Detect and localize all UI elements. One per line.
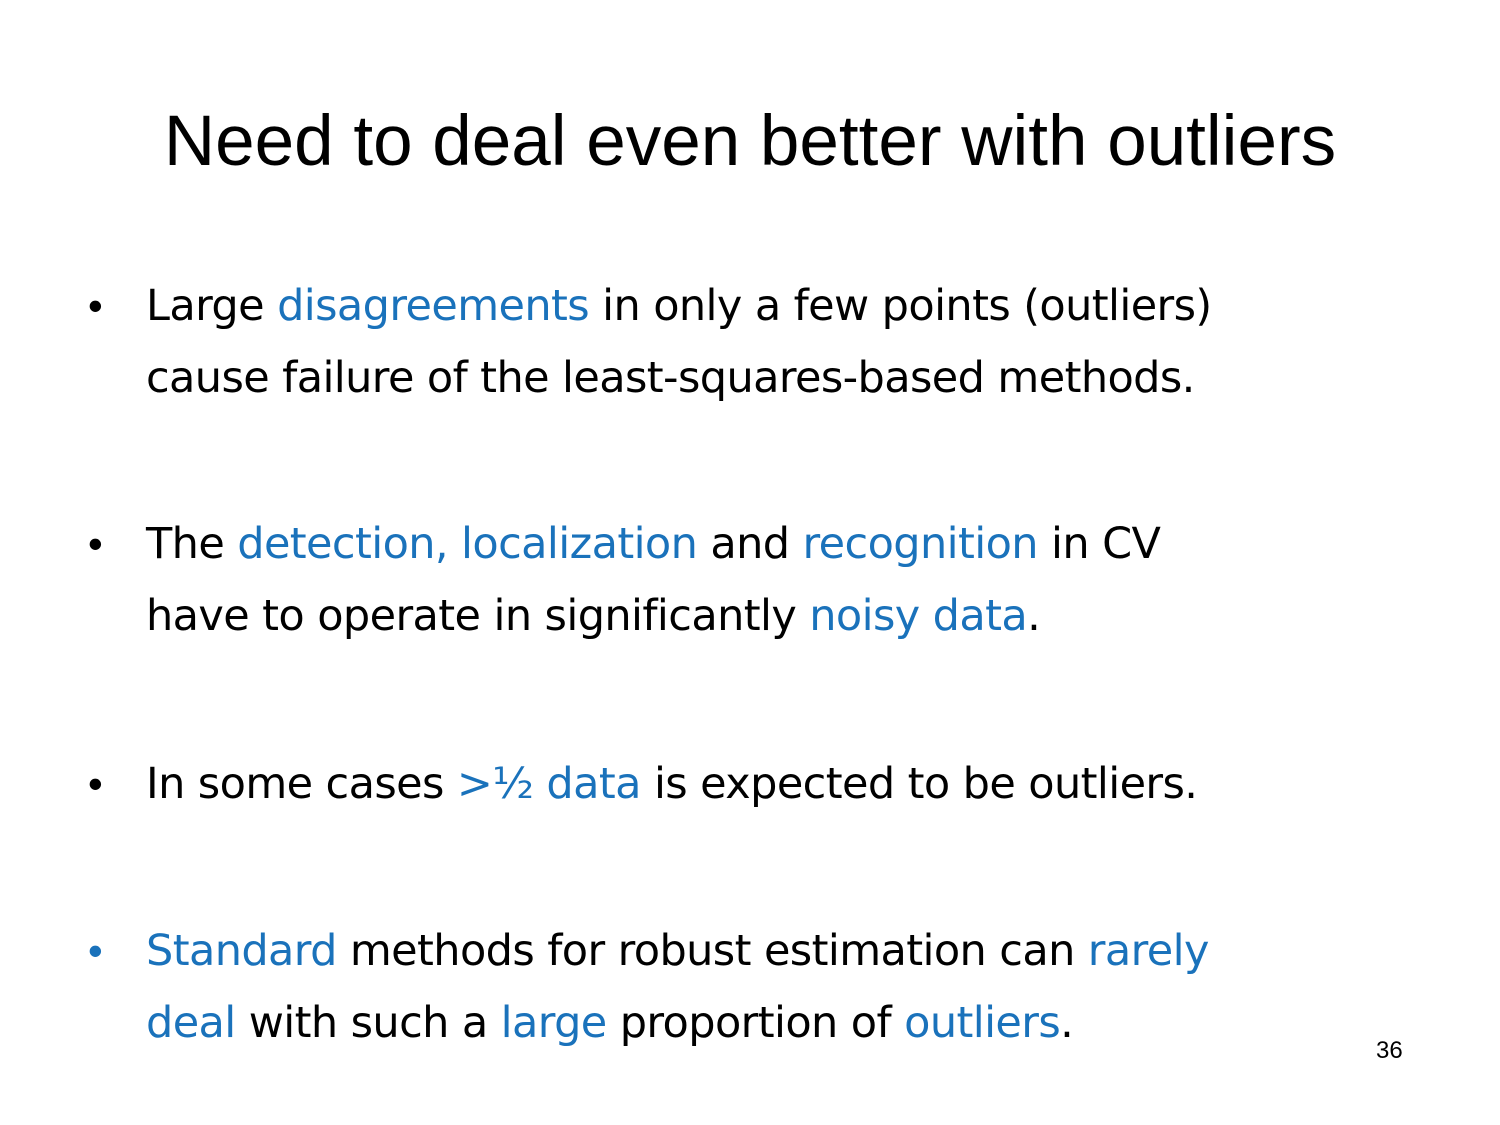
bullet-text: Large disagreements in only a few points…: [146, 270, 1376, 414]
highlight-text: detection, localization: [237, 519, 698, 569]
text-run: and: [697, 519, 803, 569]
highlight-text: recognition: [802, 519, 1039, 569]
text-run: .: [1060, 998, 1074, 1048]
bullet-marker: •: [88, 927, 103, 974]
bullet-line: The detection, localization and recognit…: [146, 508, 1376, 580]
highlight-text: >½ data: [456, 759, 642, 809]
highlight-text: disagreements: [277, 281, 590, 331]
text-run: with such a: [235, 998, 501, 1048]
highlight-text: deal: [146, 998, 236, 1048]
text-run: methods for robust estimation can: [336, 926, 1088, 976]
text-run: The: [146, 519, 238, 569]
highlight-text: rarely: [1087, 926, 1210, 976]
bullet-text: In some cases >½ data is expected to be …: [146, 748, 1376, 820]
bullet-line: have to operate in significantly noisy d…: [146, 580, 1376, 652]
bullet-line: Standard methods for robust estimation c…: [146, 915, 1376, 987]
bullet-line: In some cases >½ data is expected to be …: [146, 748, 1376, 820]
text-run: is expected to be outliers.: [640, 759, 1198, 809]
text-run: have to operate in significantly: [146, 591, 810, 641]
bullet-line: Large disagreements in only a few points…: [146, 270, 1376, 342]
page-number: 36: [1376, 1037, 1403, 1064]
bullet-line: cause failure of the least-squares-based…: [146, 353, 1195, 403]
bullet-line: deal with such a large proportion of out…: [146, 987, 1376, 1059]
bullet-marker: •: [88, 520, 103, 567]
highlight-text: outliers: [904, 998, 1061, 1048]
bullet-marker: •: [88, 282, 103, 329]
highlight-text: large: [500, 998, 608, 1048]
highlight-text: Standard: [146, 926, 337, 976]
text-run: Large: [146, 281, 278, 331]
highlight-text: noisy data: [809, 591, 1028, 641]
text-run: proportion of: [606, 998, 905, 1048]
bullet-text: The detection, localization and recognit…: [146, 508, 1376, 652]
text-run: in only a few points (outliers): [589, 281, 1212, 331]
text-run: in CV: [1037, 519, 1161, 569]
bullet-text: Standard methods for robust estimation c…: [146, 915, 1376, 1059]
text-run: In some cases: [146, 759, 457, 809]
bullet-marker: •: [88, 760, 103, 807]
slide-title: Need to deal even better with outliers: [163, 102, 1337, 181]
text-run: .: [1027, 591, 1041, 641]
